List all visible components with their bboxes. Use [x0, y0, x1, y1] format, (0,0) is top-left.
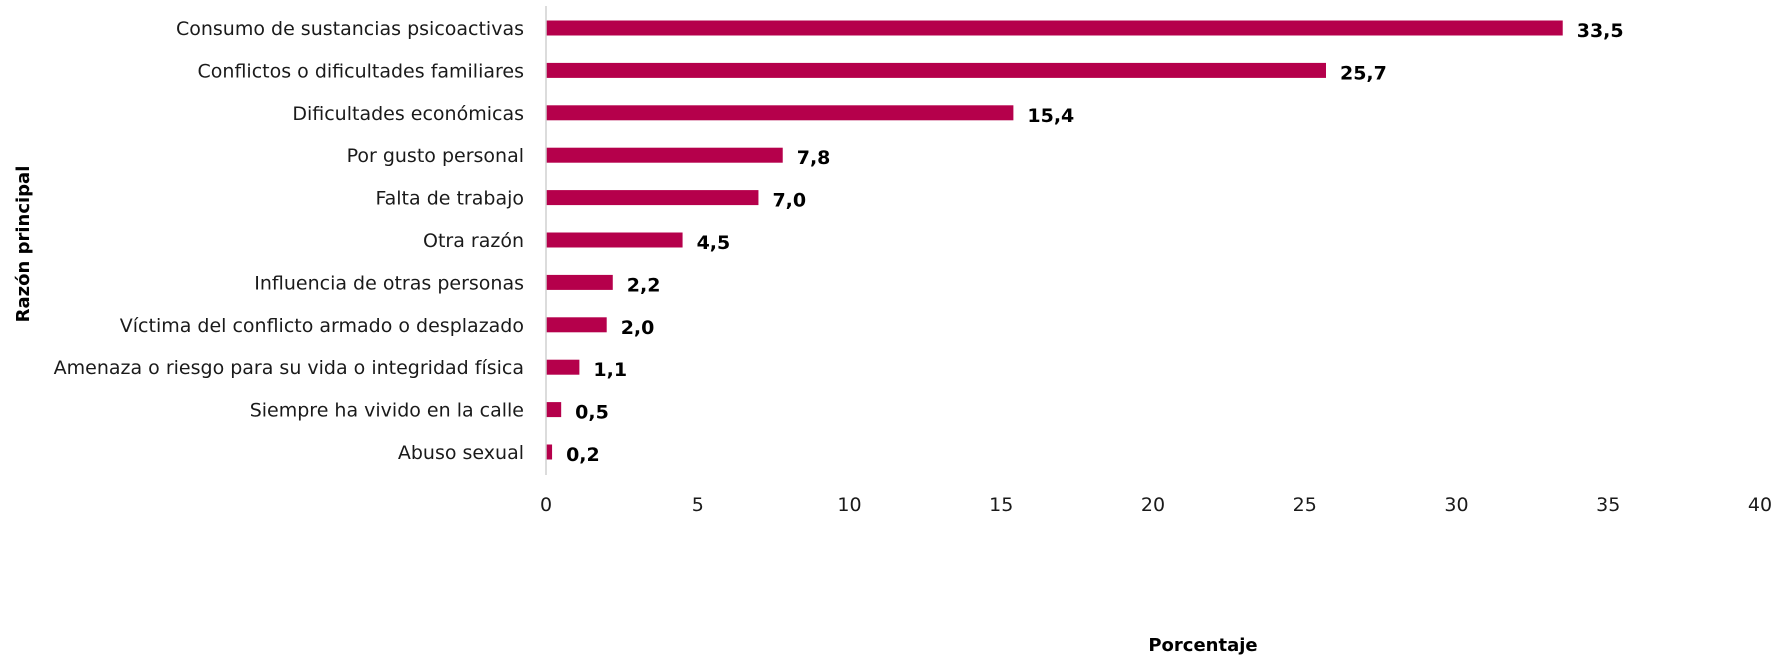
category-label: Conflictos o dificultades familiares — [198, 60, 524, 82]
data-label: 4,5 — [697, 232, 731, 254]
data-labels: 33,5 25,7 15,4 7,8 7,0 4,5 2,2 2,0 1,1 0,5 0,2 — [566, 20, 1624, 466]
x-tick-labels: 0 5 10 15 20 25 30 35 40 — [540, 494, 1772, 516]
x-tick-label: 10 — [837, 494, 861, 516]
bar — [546, 20, 1563, 36]
x-tick-label: 35 — [1596, 494, 1620, 516]
bar — [546, 62, 1326, 78]
category-label: Otra razón — [423, 230, 524, 252]
data-label: 7,0 — [772, 190, 806, 212]
bar — [546, 402, 562, 418]
data-label: 0,2 — [566, 444, 600, 466]
data-label: 0,5 — [575, 402, 609, 424]
category-label: Víctima del conflicto armado o desplazad… — [120, 315, 524, 337]
x-tick-label: 25 — [1293, 494, 1317, 516]
x-axis-title: Porcentaje — [1148, 635, 1257, 656]
data-label: 33,5 — [1577, 20, 1624, 42]
category-label: Siempre ha vivido en la calle — [250, 400, 524, 422]
x-tick-label: 40 — [1748, 494, 1772, 516]
data-label: 25,7 — [1340, 62, 1387, 84]
category-labels: Consumo de sustancias psicoactivas Confli… — [54, 18, 524, 464]
x-tick-label: 15 — [989, 494, 1013, 516]
bar — [546, 317, 607, 333]
x-tick-label: 5 — [692, 494, 704, 516]
bar — [546, 232, 683, 248]
x-tick-label: 0 — [540, 494, 552, 516]
bar — [546, 190, 759, 206]
bar — [546, 147, 783, 163]
data-label: 2,2 — [627, 274, 661, 296]
data-label: 1,1 — [593, 359, 627, 381]
bar — [546, 359, 580, 375]
bar — [546, 274, 613, 290]
category-label: Consumo de sustancias psicoactivas — [176, 18, 524, 40]
x-tick-label: 30 — [1444, 494, 1468, 516]
bars-group — [546, 20, 1563, 460]
category-label: Influencia de otras personas — [254, 272, 524, 294]
category-label: Dificultades económicas — [292, 103, 524, 125]
data-label: 15,4 — [1027, 105, 1074, 127]
category-label: Amenaza o riesgo para su vida o integrid… — [54, 357, 524, 379]
bar — [546, 444, 553, 460]
bar — [546, 105, 1014, 121]
category-label: Abuso sexual — [398, 442, 524, 464]
category-label: Falta de trabajo — [375, 188, 524, 210]
data-label: 2,0 — [621, 317, 655, 339]
y-axis-title: Razón principal — [13, 166, 34, 323]
category-label: Por gusto personal — [347, 145, 524, 167]
data-label: 7,8 — [797, 147, 831, 169]
x-tick-label: 20 — [1141, 494, 1165, 516]
